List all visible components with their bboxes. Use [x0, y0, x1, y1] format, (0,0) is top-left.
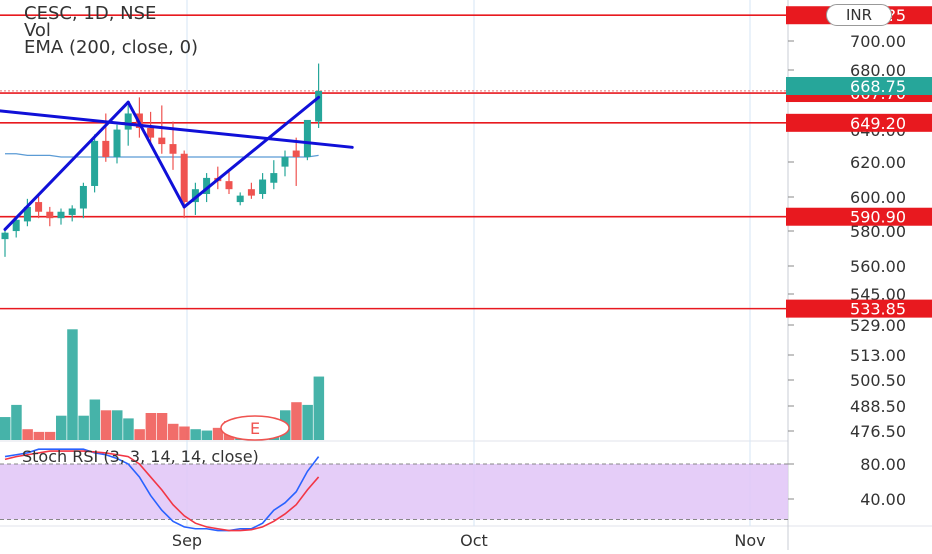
price-tick-label: 620.00 [850, 153, 906, 172]
last-price-badge-label: 668.75 [850, 77, 906, 96]
stoch-tick-label: 40.00 [860, 490, 906, 509]
time-tick-label: Sep [172, 531, 202, 550]
candle-body [303, 119, 311, 157]
volume-bar [313, 376, 325, 440]
candle-body [124, 113, 132, 130]
candle-body [270, 173, 278, 183]
candle-body [35, 202, 43, 212]
last-price-badge [786, 77, 932, 95]
volume-legend[interactable]: Vol [24, 20, 51, 41]
candle-body [292, 150, 300, 157]
price-level-badge-label: 649.20 [850, 114, 906, 133]
price-tick-label: 513.00 [850, 346, 906, 365]
price-tick-label: 529.00 [850, 316, 906, 335]
price-level-badge [786, 299, 932, 318]
volume-bar [212, 427, 224, 440]
candle-body [158, 137, 166, 145]
stoch-d-line [4, 450, 320, 532]
volume-bar [291, 402, 302, 440]
candle-body [236, 195, 244, 203]
candle-body [46, 211, 54, 219]
price-tick-label: 700.00 [850, 32, 906, 51]
volume-bar [11, 404, 22, 440]
volume-bar [201, 430, 213, 440]
candle-body [12, 219, 20, 232]
stoch-tick-label: 80.00 [860, 455, 906, 474]
candle-body [281, 156, 289, 167]
event-marker-label: E [250, 419, 260, 438]
pattern-trend-line [182, 95, 321, 209]
pattern-trend-line [126, 100, 186, 209]
event-marker [220, 415, 290, 441]
stoch-k-line [4, 448, 320, 532]
candle-body [180, 153, 188, 203]
volume-bar [22, 429, 33, 440]
price-level-badge-label: 533.85 [850, 300, 906, 319]
price-tick-label: 600.00 [850, 188, 906, 207]
price-tick-label: 560.00 [850, 257, 906, 276]
pattern-trend-line [0, 109, 354, 149]
price-tick-label: 488.50 [850, 397, 906, 416]
volume-bar [190, 429, 201, 440]
price-level-badge [786, 207, 932, 226]
stoch-band [0, 464, 788, 520]
candle-body [247, 189, 255, 196]
candle-body [1, 232, 9, 240]
price-level-badge-label: 590.90 [850, 208, 906, 227]
volume-bar [123, 418, 134, 440]
candle-body [169, 144, 177, 154]
candle-body [23, 206, 31, 222]
time-tick-label: Nov [734, 531, 765, 550]
candle-body [57, 211, 65, 219]
candle-body [225, 181, 233, 190]
volume-bar [112, 410, 123, 440]
candle-body [91, 140, 99, 186]
candle-body [203, 177, 211, 195]
volume-bar [0, 417, 11, 440]
volume-bar [100, 410, 112, 440]
candle-body [315, 90, 323, 122]
volume-bar [89, 399, 101, 440]
symbol-legend[interactable]: CESC, 1D, NSE [24, 3, 157, 24]
ema-line [5, 153, 319, 158]
candle-body [259, 179, 267, 195]
currency-badge[interactable]: INR [826, 4, 892, 26]
volume-bar [33, 431, 45, 440]
price-tick-label: 545.00 [850, 285, 906, 304]
volume-bar [44, 431, 56, 440]
volume-bar [56, 415, 67, 440]
volume-bar [134, 429, 145, 440]
price-tick-label: 476.50 [850, 422, 906, 441]
price-tick-label: 580.00 [850, 222, 906, 241]
time-tick-label: Oct [460, 531, 488, 550]
candle-body [68, 208, 76, 215]
volume-bar [156, 413, 168, 440]
price-tick-label: 500.50 [850, 371, 906, 390]
candle-body [102, 140, 110, 157]
candle-body [191, 189, 199, 203]
price-level-badge [786, 113, 932, 132]
volume-bar [145, 413, 157, 440]
volume-bar [78, 415, 89, 440]
stoch-legend: Stoch RSI (3, 3, 14, 14, close) [22, 447, 259, 466]
volume-bar [179, 426, 190, 440]
ema-legend[interactable]: EMA (200, close, 0) [24, 37, 199, 58]
price-tick-label: 680.00 [850, 61, 906, 80]
volume-bar [67, 329, 78, 440]
volume-bar [302, 404, 313, 440]
volume-bar [168, 423, 179, 440]
candle-body [147, 127, 155, 138]
candle-body [79, 185, 87, 209]
candle-body [113, 129, 121, 157]
